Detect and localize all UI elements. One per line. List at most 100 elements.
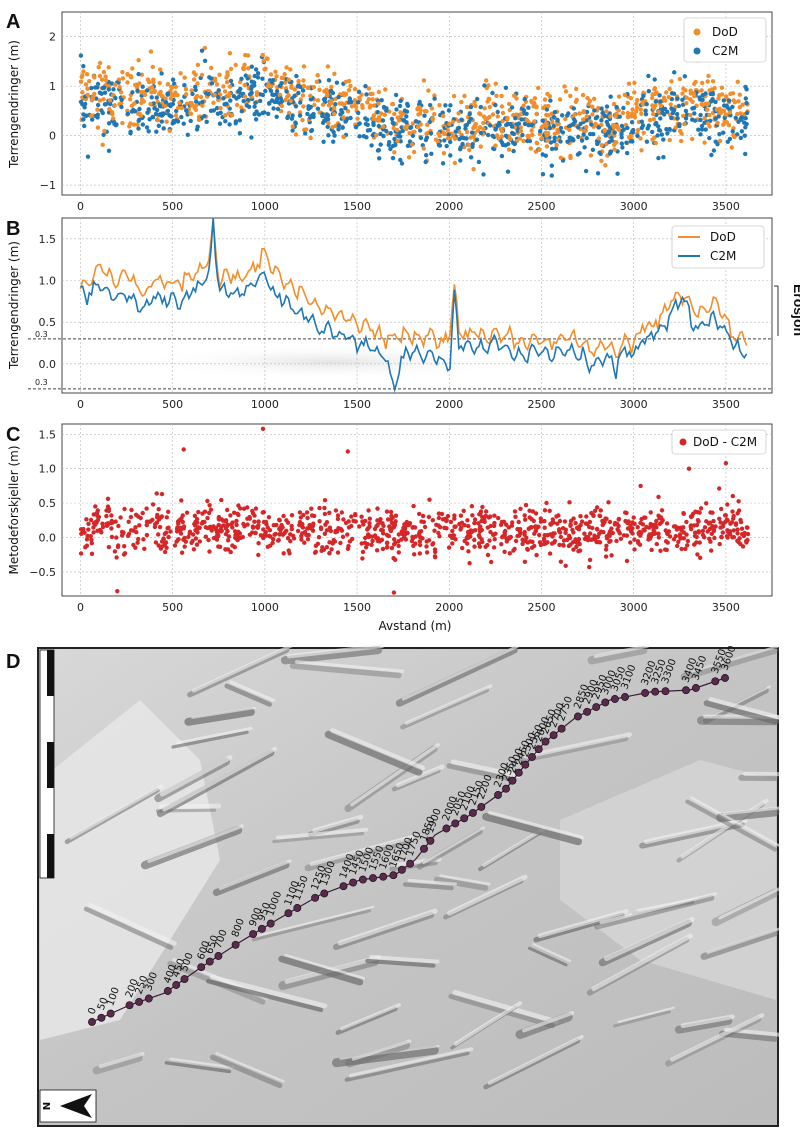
diff-point — [592, 533, 597, 538]
ridge-highlight — [522, 1011, 575, 1033]
legend-diff-label: DoD - C2M — [693, 435, 757, 449]
c2m-point — [274, 89, 280, 94]
xtick-label: 3000 — [620, 200, 648, 213]
c2m-point — [165, 91, 171, 96]
diff-point — [676, 539, 681, 545]
c2m-point — [522, 96, 527, 102]
panel-c-chart: Metodeforskjeller (m) Avstand (m) 0 500 10… — [7, 423, 773, 633]
diff-point — [547, 551, 553, 556]
dod-point — [99, 77, 105, 82]
ridge-shade — [251, 909, 371, 942]
legend-c2m-marker — [693, 47, 701, 55]
profile-point — [406, 859, 415, 868]
diff-point — [252, 519, 257, 524]
diff-point — [458, 513, 464, 518]
c2m-point — [215, 111, 221, 116]
diff-point — [238, 535, 243, 540]
ridge-highlight — [453, 1001, 523, 1046]
panel-b-lines — [79, 217, 748, 393]
diff-point — [624, 558, 630, 564]
dod-point — [107, 106, 112, 112]
c2m-point — [90, 117, 95, 122]
dod-point — [138, 113, 144, 118]
ridge-shade — [224, 683, 273, 707]
dod-point — [381, 124, 386, 129]
dod-point — [397, 118, 402, 123]
c2m-point — [256, 112, 262, 117]
diff-point — [693, 530, 698, 535]
ridge-highlight — [276, 827, 369, 840]
diff-point — [452, 524, 458, 529]
dod-point — [518, 128, 524, 134]
c2m-point — [378, 131, 383, 137]
c2m-point — [100, 110, 106, 116]
dod-point — [376, 101, 381, 106]
diff-point — [413, 541, 418, 546]
dod-point — [650, 95, 655, 101]
diff-point — [603, 547, 609, 552]
legend-b-c2m-label: C2M — [710, 249, 736, 263]
diff-point — [389, 520, 395, 525]
c2m-point — [703, 127, 708, 132]
diff-point — [478, 511, 483, 516]
c2m-point — [710, 97, 715, 102]
diff-point — [305, 526, 311, 531]
ridge-shade — [304, 837, 411, 872]
c2m-point — [208, 108, 214, 114]
dod-point — [103, 74, 108, 79]
c2m-point — [488, 123, 493, 128]
dod-point — [494, 93, 499, 99]
diff-point — [443, 516, 448, 522]
c2m-point — [743, 151, 748, 157]
dod-point — [724, 94, 729, 99]
diff-point — [461, 508, 466, 513]
diff-point — [405, 530, 410, 536]
dod-point — [349, 104, 355, 109]
ridge-highlight — [407, 878, 458, 886]
diff-point — [419, 519, 424, 524]
diff-point — [664, 521, 670, 526]
dod-point — [705, 107, 710, 112]
c2m-point — [595, 141, 600, 147]
diff-point — [299, 537, 304, 542]
diff-point — [141, 537, 146, 542]
profile-point — [379, 872, 388, 881]
c2m-point — [675, 116, 680, 121]
c2m-point — [252, 73, 257, 79]
legend-dod-marker — [693, 28, 701, 36]
profile-point — [172, 981, 181, 989]
diff-point — [140, 510, 145, 516]
diff-point — [277, 526, 282, 532]
dod-point — [656, 109, 661, 115]
diff-point — [280, 525, 285, 530]
dod-point — [78, 79, 84, 84]
c2m-point — [298, 100, 303, 105]
ridge-shade — [719, 1030, 778, 1042]
diff-point — [313, 543, 319, 548]
diff-point — [402, 526, 407, 532]
ridge-highlight — [209, 974, 328, 1009]
diff-point — [591, 513, 596, 518]
dod-point — [376, 89, 382, 95]
diff-point — [289, 523, 294, 529]
c2m-point — [289, 116, 295, 121]
diff-point — [225, 538, 231, 543]
dod-point — [625, 110, 631, 116]
diff-point — [647, 525, 652, 530]
dod-point — [102, 128, 107, 134]
c2m-point — [548, 98, 553, 103]
diff-point — [324, 545, 330, 550]
diff-point — [291, 533, 296, 538]
dod-point — [103, 78, 109, 83]
diff-point — [417, 542, 423, 548]
diff-point — [628, 523, 633, 528]
c2m-point — [621, 127, 626, 132]
c2m-point — [268, 88, 274, 94]
dod-point — [537, 147, 542, 152]
c2m-point — [346, 100, 352, 105]
diff-point — [484, 509, 489, 514]
c2m-point — [669, 106, 674, 111]
diff-point — [444, 526, 449, 531]
c2m-point — [249, 84, 255, 89]
c2m-point — [675, 96, 680, 101]
